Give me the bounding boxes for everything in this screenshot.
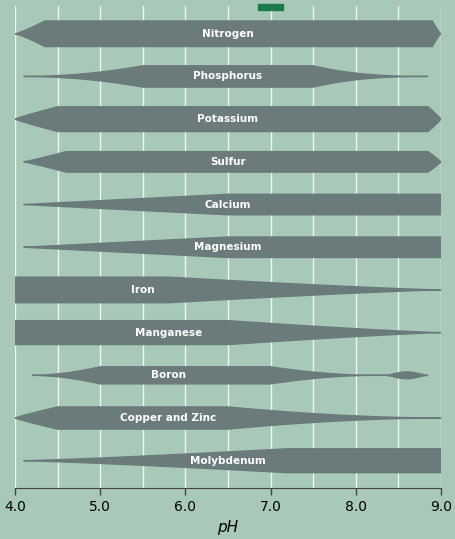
Text: Manganese: Manganese — [134, 328, 202, 337]
Text: Phosphorus: Phosphorus — [193, 72, 262, 81]
Polygon shape — [24, 194, 440, 215]
X-axis label: pH: pH — [217, 520, 238, 535]
Polygon shape — [24, 237, 440, 258]
Polygon shape — [15, 107, 440, 132]
Polygon shape — [15, 321, 440, 344]
Polygon shape — [24, 449, 440, 473]
Bar — [257, 4, 283, 10]
Text: Calcium: Calcium — [204, 199, 251, 210]
Text: Molybdenum: Molybdenum — [190, 455, 265, 466]
Text: Nitrogen: Nitrogen — [202, 29, 253, 39]
Polygon shape — [15, 277, 440, 303]
Polygon shape — [15, 407, 440, 429]
Text: Potassium: Potassium — [197, 114, 258, 124]
Text: Copper and Zinc: Copper and Zinc — [120, 413, 216, 423]
Text: Iron: Iron — [131, 285, 154, 295]
Text: Magnesium: Magnesium — [194, 242, 261, 252]
Polygon shape — [15, 21, 440, 46]
Text: Boron: Boron — [151, 370, 186, 381]
Polygon shape — [32, 367, 427, 384]
Polygon shape — [24, 151, 440, 172]
Text: Sulfur: Sulfur — [210, 157, 245, 167]
Polygon shape — [24, 66, 427, 87]
